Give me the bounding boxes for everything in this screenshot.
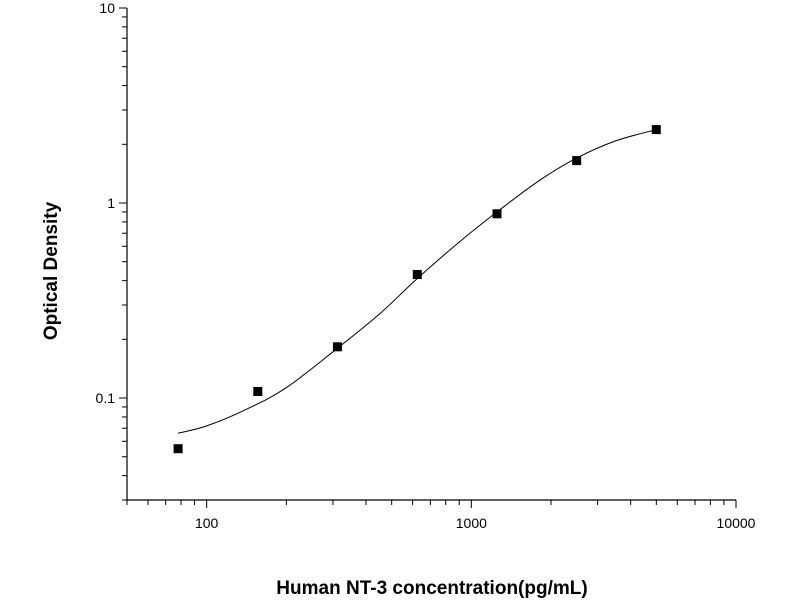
x-axis-title: Human NT-3 concentration(pg/mL): [276, 578, 587, 599]
x-tick-label: 1000: [456, 515, 487, 531]
y-tick-label: 1: [107, 195, 115, 211]
x-tick-label: 10000: [717, 515, 756, 531]
y-tick-label: 10: [99, 0, 115, 16]
x-tick-label: 100: [195, 515, 219, 531]
data-point-marker: [253, 387, 263, 396]
tick-labels-group: 100 1000 10000 0.1 1 10: [96, 0, 756, 531]
data-point-marker: [173, 444, 183, 454]
data-points-group: [173, 125, 661, 454]
fit-curve-line: [177, 129, 657, 434]
fit-curve-group: [177, 129, 657, 434]
axes: [119, 7, 737, 508]
data-point-marker: [651, 125, 661, 135]
data-point-marker: [333, 342, 342, 352]
data-point-marker: [412, 270, 422, 279]
y-tick-label: 0.1: [96, 390, 116, 406]
y-axis-title: Optical Density: [41, 201, 62, 340]
data-point-marker: [492, 209, 502, 219]
data-point-marker: [572, 156, 582, 166]
